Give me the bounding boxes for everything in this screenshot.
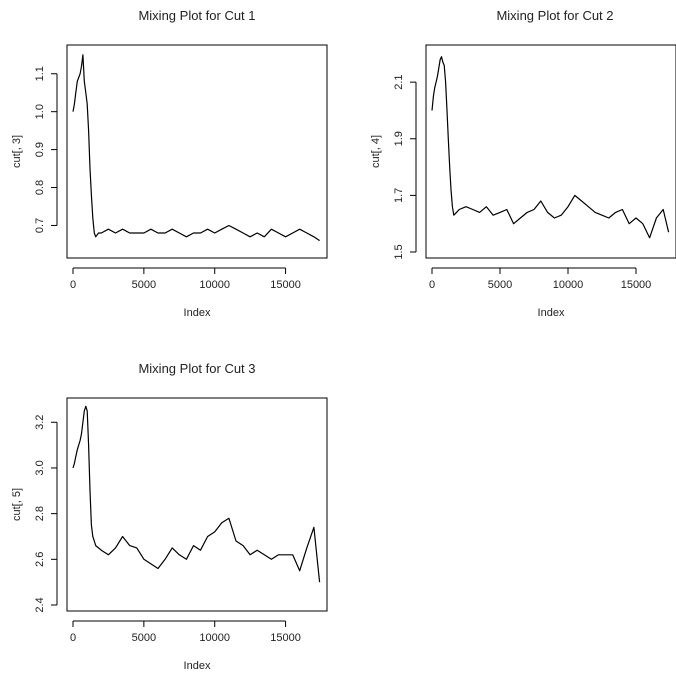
plot-frame bbox=[66, 44, 328, 259]
x-axis-label: Index bbox=[538, 307, 565, 319]
x-tick-label: 5000 bbox=[132, 632, 156, 644]
y-tick-label: 1.7 bbox=[393, 188, 405, 203]
y-axis-label: cut[, 3] bbox=[11, 135, 23, 168]
y-axis-label: cut[, 5] bbox=[11, 488, 23, 521]
y-tick-label: 0.8 bbox=[34, 180, 46, 195]
series-line bbox=[72, 405, 321, 583]
x-tick-label: 5000 bbox=[132, 279, 156, 291]
y-axis-label: cut[, 4] bbox=[370, 135, 382, 168]
chart-title: Mixing Plot for Cut 3 bbox=[138, 361, 255, 376]
x-tick-label: 10000 bbox=[199, 279, 230, 291]
y-tick-label: 0.7 bbox=[34, 218, 46, 233]
chart-title: Mixing Plot for Cut 2 bbox=[496, 8, 613, 23]
plot-frame bbox=[425, 44, 676, 259]
x-tick-label: 10000 bbox=[199, 632, 230, 644]
y-tick-label: 2.8 bbox=[34, 506, 46, 521]
chart-panel-2: Mixing Plot for Cut 2 0 5000 10000 15000 Inde… bbox=[370, 8, 676, 319]
x-tick-label: 0 bbox=[70, 279, 76, 291]
chart-panels: Mixing Plot for Cut 1 0 5000 10000 15000 Inde… bbox=[11, 8, 676, 672]
series-line bbox=[431, 56, 670, 239]
y-tick-label: 0.9 bbox=[34, 142, 46, 157]
x-tick-label: 5000 bbox=[488, 279, 512, 291]
x-tick-label: 15000 bbox=[621, 279, 652, 291]
y-tick-label: 1.0 bbox=[34, 104, 46, 119]
chart-panel-1: Mixing Plot for Cut 1 0 5000 10000 15000 Inde… bbox=[11, 8, 328, 319]
y-tick-label: 2.1 bbox=[393, 74, 405, 89]
y-tick-label: 3.0 bbox=[34, 460, 46, 475]
x-tick-label: 15000 bbox=[270, 632, 301, 644]
chart-panel-3: Mixing Plot for Cut 3 0 5000 10000 15000 Inde… bbox=[11, 361, 328, 672]
x-axis-label: Index bbox=[184, 660, 211, 672]
x-tick-label: 0 bbox=[429, 279, 435, 291]
y-tick-label: 1.5 bbox=[393, 244, 405, 259]
y-tick-label: 2.4 bbox=[34, 597, 46, 612]
chart-title: Mixing Plot for Cut 1 bbox=[138, 8, 255, 23]
series-line bbox=[72, 54, 320, 242]
y-tick-label: 2.6 bbox=[34, 552, 46, 567]
y-tick-label: 3.2 bbox=[34, 415, 46, 430]
x-tick-label: 10000 bbox=[553, 279, 584, 291]
x-tick-label: 15000 bbox=[270, 279, 301, 291]
x-tick-label: 0 bbox=[70, 632, 76, 644]
plot-frame bbox=[66, 397, 328, 612]
x-axis-label: Index bbox=[184, 307, 211, 319]
y-tick-label: 1.1 bbox=[34, 66, 46, 81]
y-tick-label: 1.9 bbox=[393, 131, 405, 146]
